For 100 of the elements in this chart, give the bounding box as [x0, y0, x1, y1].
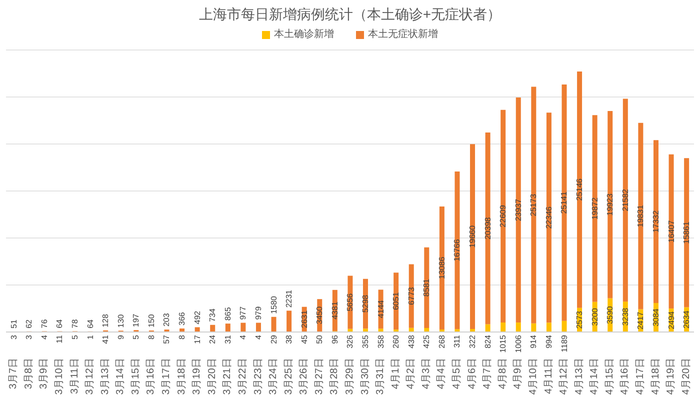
data-label: 1580 — [269, 296, 278, 314]
data-label: 2634 — [682, 310, 692, 329]
data-label: 366 — [178, 312, 187, 326]
data-label: 2573 — [575, 310, 584, 329]
data-label: 51 — [9, 319, 18, 328]
data-label: 979 — [254, 306, 263, 320]
data-label: 4 — [254, 334, 263, 340]
x-tick-label: 3月23日 — [252, 358, 264, 395]
x-tick-label: 3月8日 — [23, 358, 34, 390]
data-label: 3238 — [620, 307, 630, 326]
data-label: 4 — [40, 334, 49, 340]
x-tick-label: 4月11日 — [543, 358, 554, 394]
legend-label: 本土无症状新增 — [368, 28, 438, 42]
data-label: 25173 — [529, 193, 538, 216]
x-tick-label: 3月26日 — [298, 358, 310, 395]
data-label: 268 — [437, 334, 446, 348]
data-label: 3 — [24, 334, 34, 340]
x-tick-label: 3月9日 — [38, 358, 50, 390]
x-tick-label: 3月13日 — [100, 358, 111, 395]
data-label: 50 — [315, 334, 324, 344]
data-label: 25146 — [575, 178, 584, 201]
data-label: 1006 — [514, 334, 523, 353]
data-label: 2231 — [284, 289, 294, 308]
data-label: 150 — [146, 314, 156, 328]
x-tick-label: 3月10日 — [54, 358, 66, 395]
data-label: 21582 — [620, 188, 630, 212]
data-label: 260 — [392, 334, 401, 348]
data-label: 5298 — [360, 294, 370, 313]
data-label: 824 — [483, 334, 492, 348]
x-tick-label: 4月5日 — [452, 358, 463, 390]
x-tick-label: 4月8日 — [497, 358, 508, 390]
data-label: 22609 — [498, 204, 508, 228]
x-tick-label: 3月18日 — [176, 358, 188, 395]
data-label: 4 — [238, 334, 248, 340]
data-label: 11 — [55, 334, 64, 344]
data-label: 492 — [192, 310, 202, 324]
x-tick-label: 4月14日 — [589, 358, 600, 395]
data-label: 76 — [40, 318, 49, 328]
data-label: 19923 — [606, 192, 615, 216]
data-label: 19831 — [636, 204, 646, 228]
data-label: 1189 — [560, 334, 569, 352]
data-label: 322 — [468, 334, 478, 348]
x-tick-label: 4月15日 — [604, 358, 616, 395]
data-label: 19660 — [468, 224, 478, 248]
data-label: 2631 — [300, 310, 309, 328]
data-label: 96 — [330, 334, 340, 344]
data-label: 57 — [162, 334, 172, 344]
data-label: 64 — [86, 318, 95, 328]
data-label: 20398 — [483, 216, 492, 240]
data-label: 3590 — [606, 306, 615, 324]
data-label: 977 — [238, 306, 248, 320]
data-label: 1015 — [498, 334, 508, 353]
x-tick-label: 4月1日 — [390, 358, 402, 390]
data-label: 17 — [192, 334, 202, 344]
data-label: 8581 — [422, 278, 432, 297]
x-tick-label: 3月29日 — [344, 358, 356, 395]
data-label: 438 — [406, 334, 416, 348]
data-label: 41 — [101, 334, 110, 344]
data-label: 31 — [223, 334, 232, 344]
chart-title: 上海市每日新增病例统计（本土确诊+无症状者） — [198, 5, 502, 24]
data-label: 5 — [132, 334, 141, 340]
data-label: 734 — [208, 308, 218, 322]
x-tick-label: 3月30日 — [360, 358, 371, 395]
data-label: 6773 — [406, 286, 416, 305]
data-label: 25141 — [560, 190, 569, 214]
data-label: 3084 — [651, 308, 660, 326]
x-tick-label: 4月4日 — [436, 358, 448, 390]
x-tick-label: 3月24日 — [268, 358, 280, 395]
x-tick-label: 4月19日 — [666, 358, 677, 395]
x-tick-label: 4月17日 — [634, 358, 646, 395]
data-label: 358 — [376, 334, 386, 348]
data-label: 5656 — [346, 292, 355, 312]
data-label: 23937 — [514, 198, 523, 222]
data-label: 311 — [452, 334, 462, 348]
x-tick-label: 3月20日 — [206, 358, 218, 395]
data-label: 994 — [544, 334, 554, 348]
data-label: 16407 — [666, 220, 676, 243]
data-label: 78 — [70, 318, 80, 328]
data-label: 64 — [55, 318, 64, 328]
x-tick-label: 3月15日 — [130, 358, 142, 395]
x-tick-label: 3月14日 — [115, 358, 126, 395]
x-tick-label: 4月20日 — [680, 358, 692, 395]
x-tick-label: 3月12日 — [84, 358, 96, 395]
data-label: 865 — [223, 306, 232, 321]
data-label: 15861 — [682, 221, 692, 244]
data-label: 425 — [422, 334, 432, 348]
data-label: 45 — [300, 334, 309, 344]
x-tick-label: 3月28日 — [329, 358, 340, 395]
data-label: 326 — [346, 334, 355, 348]
x-tick-label: 3月16日 — [146, 358, 157, 395]
x-tick-label: 4月13日 — [574, 358, 585, 395]
x-tick-label: 3月17日 — [161, 358, 172, 395]
x-tick-label: 3月27日 — [314, 358, 325, 395]
data-label: 3 — [9, 334, 18, 340]
legend-label: 本土确诊新增 — [274, 28, 334, 42]
x-tick-label: 3月22日 — [237, 358, 248, 395]
x-tick-label: 4月16日 — [620, 358, 631, 395]
data-label: 6051 — [392, 292, 401, 310]
x-tick-label: 4月9日 — [512, 358, 524, 390]
data-label: 2417 — [636, 311, 646, 330]
